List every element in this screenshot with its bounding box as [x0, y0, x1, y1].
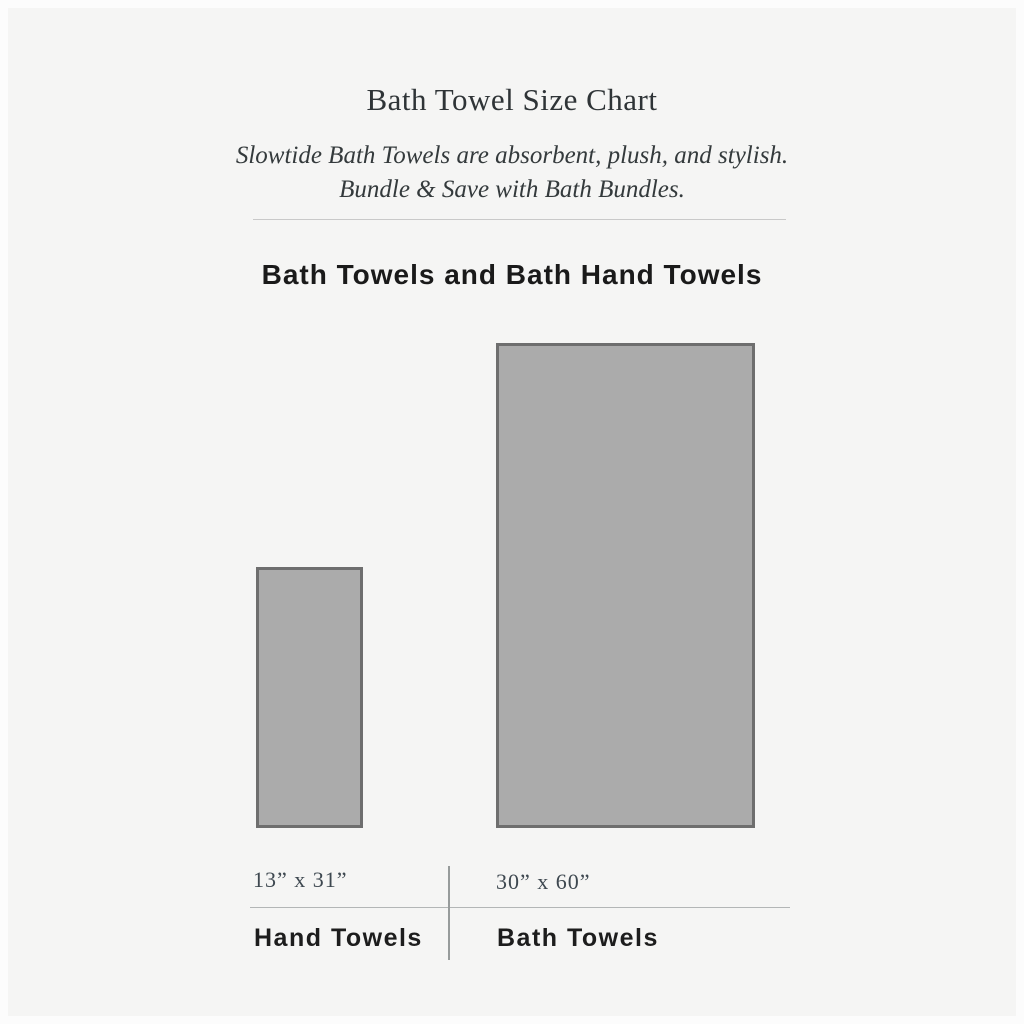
label-horizontal-rule: [250, 907, 790, 908]
hand-towel-size-label: 13” x 31”: [253, 867, 348, 892]
page-title: Bath Towel Size Chart: [366, 82, 658, 117]
hand-towel-name-label: Hand Towels: [254, 924, 423, 952]
page-subtitle: Slowtide Bath Towels are absorbent, plus…: [8, 139, 1016, 207]
hand-towel-rect: [256, 567, 363, 828]
subtitle-line-2: Bundle & Save with Bath Bundles.: [339, 176, 685, 203]
section-heading: Bath Towels and Bath Hand Towels: [261, 259, 763, 290]
bath-towel-rect: [496, 343, 755, 828]
header-divider: [253, 219, 786, 220]
label-vertical-rule: [448, 866, 450, 960]
subtitle-line-1: Slowtide Bath Towels are absorbent, plus…: [235, 142, 789, 169]
bath-towel-name-label: Bath Towels: [497, 924, 659, 952]
bath-towel-size-label: 30” x 60”: [496, 869, 591, 894]
